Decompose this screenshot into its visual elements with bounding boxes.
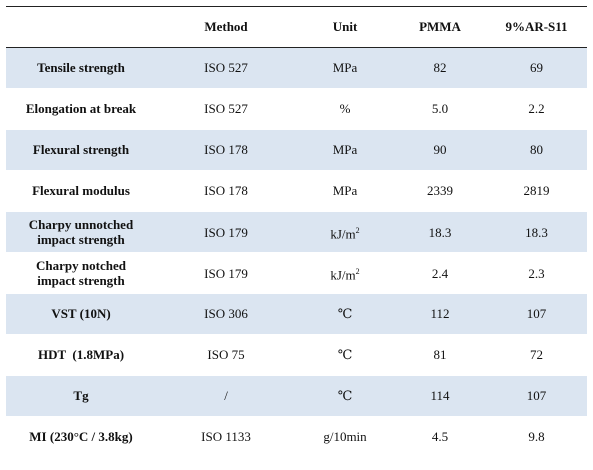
unit-cell: kJ/m2: [296, 252, 394, 294]
unit-cell: ℃: [296, 293, 394, 335]
ar-cell: 69: [486, 47, 587, 89]
property-cell: HDT (1.8MPa): [6, 334, 156, 376]
table-row: VST (10N) ISO 306 ℃ 112 107: [6, 293, 587, 335]
ar-cell: 107: [486, 293, 587, 335]
pmma-cell: 2339: [394, 170, 486, 212]
unit-superscript: 2: [355, 225, 360, 235]
table-row: HDT (1.8MPa) ISO 75 ℃ 81 72: [6, 334, 587, 376]
unit-cell: MPa: [296, 170, 394, 212]
method-cell: ISO 1133: [156, 416, 296, 458]
pmma-cell: 2.4: [394, 252, 486, 294]
property-line-2: impact strength: [37, 232, 125, 247]
table-row: Charpy unnotched impact strength ISO 179 …: [6, 211, 587, 253]
property-line-1: Charpy notched: [36, 258, 126, 273]
property-cell: Elongation at break: [6, 88, 156, 130]
unit-base: kJ/m: [330, 226, 356, 242]
unit-cell: kJ/m2: [296, 211, 394, 253]
pmma-cell: 4.5: [394, 416, 486, 458]
method-cell: ISO 306: [156, 293, 296, 335]
method-cell: /: [156, 375, 296, 417]
pmma-cell: 18.3: [394, 211, 486, 253]
unit-superscript: 2: [355, 266, 360, 276]
unit-cell: ℃: [296, 334, 394, 376]
ar-cell: 72: [486, 334, 587, 376]
unit-cell: MPa: [296, 47, 394, 89]
properties-table-container: Method Unit PMMA 9%AR-S11 Tensile streng…: [6, 6, 587, 458]
ar-cell: 2.2: [486, 88, 587, 130]
unit-cell: MPa: [296, 129, 394, 171]
table-row: Flexural modulus ISO 178 MPa 2339 2819: [6, 170, 587, 212]
method-cell: ISO 527: [156, 47, 296, 89]
header-row: Method Unit PMMA 9%AR-S11: [6, 6, 587, 48]
table-row: Flexural strength ISO 178 MPa 90 80: [6, 129, 587, 171]
pmma-cell: 90: [394, 129, 486, 171]
ar-cell: 107: [486, 375, 587, 417]
method-cell: ISO 178: [156, 170, 296, 212]
table-row: MI (230°C / 3.8kg) ISO 1133 g/10min 4.5 …: [6, 416, 587, 458]
header-unit: Unit: [332, 19, 358, 34]
header-method: Method: [204, 19, 248, 34]
table-row: Tg / ℃ 114 107: [6, 375, 587, 417]
method-cell: ISO 179: [156, 252, 296, 294]
method-cell: ISO 178: [156, 129, 296, 171]
header-pmma: PMMA: [419, 19, 461, 34]
properties-table: Method Unit PMMA 9%AR-S11 Tensile streng…: [6, 6, 587, 458]
method-cell: ISO 75: [156, 334, 296, 376]
pmma-cell: 5.0: [394, 88, 486, 130]
pmma-cell: 112: [394, 293, 486, 335]
property-cell: Tensile strength: [6, 47, 156, 89]
method-cell: ISO 179: [156, 211, 296, 253]
table-row: Charpy notched impact strength ISO 179 kJ…: [6, 252, 587, 294]
property-line-2: impact strength: [37, 273, 125, 288]
property-cell: MI (230°C / 3.8kg): [6, 416, 156, 458]
unit-cell: g/10min: [296, 416, 394, 458]
pmma-cell: 81: [394, 334, 486, 376]
ar-cell: 80: [486, 129, 587, 171]
ar-cell: 2819: [486, 170, 587, 212]
ar-cell: 18.3: [486, 211, 587, 253]
property-cell: Charpy notched impact strength: [6, 252, 156, 294]
property-cell: Charpy unnotched impact strength: [6, 211, 156, 253]
property-cell: Tg: [6, 375, 156, 417]
property-cell: Flexural strength: [6, 129, 156, 171]
pmma-cell: 82: [394, 47, 486, 89]
table-row: Elongation at break ISO 527 % 5.0 2.2: [6, 88, 587, 130]
ar-cell: 2.3: [486, 252, 587, 294]
unit-base: kJ/m: [330, 267, 356, 283]
pmma-cell: 114: [394, 375, 486, 417]
unit-cell: %: [296, 88, 394, 130]
property-cell: VST (10N): [6, 293, 156, 335]
table-row: Tensile strength ISO 527 MPa 82 69: [6, 47, 587, 89]
property-cell: Flexural modulus: [6, 170, 156, 212]
unit-cell: ℃: [296, 375, 394, 417]
header-ar-s11: 9%AR-S11: [505, 19, 568, 34]
property-line-1: Charpy unnotched: [28, 217, 134, 232]
header-property: [6, 7, 156, 48]
ar-cell: 9.8: [486, 416, 587, 458]
method-cell: ISO 527: [156, 88, 296, 130]
